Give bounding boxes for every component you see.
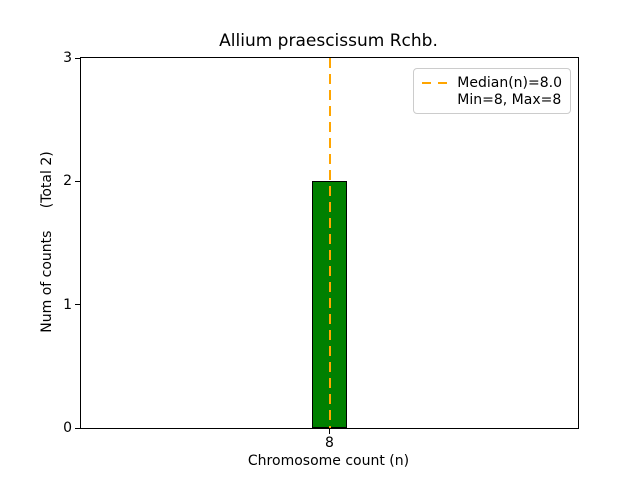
y-tick-mark	[75, 427, 80, 429]
y-tick-mark	[75, 304, 80, 306]
legend-row-minmax: Min=8, Max=8	[422, 91, 562, 108]
x-tick-mark	[329, 429, 330, 434]
legend-label-minmax: Min=8, Max=8	[457, 91, 562, 108]
legend-label-median: Median(n)=8.0	[457, 74, 562, 91]
median-dashed-line	[328, 58, 331, 428]
y-tick-label: 3	[63, 50, 72, 66]
dashed-line-legend-swatch	[422, 81, 449, 84]
y-tick-label: 2	[63, 173, 72, 190]
legend: Median(n)=8.0 Min=8, Max=8	[413, 68, 571, 114]
legend-row-median: Median(n)=8.0	[422, 74, 562, 91]
x-axis-label: Chromosome count (n)	[247, 453, 410, 469]
y-tick-mark	[75, 180, 80, 182]
chart-title: Allium praescissum Rchb.	[219, 31, 438, 51]
y-tick-label: 0	[63, 420, 72, 436]
x-tick-label: 8	[325, 435, 334, 451]
y-tick-label: 1	[63, 296, 72, 313]
y-tick-mark	[75, 57, 80, 59]
plot-area: 0 1 2 3 8 Median(n)=8.0 Min=8, Max=8	[63, 51, 579, 450]
y-axis-label: Num of counts (Total 2)	[39, 151, 55, 333]
empty-legend-swatch	[422, 99, 448, 101]
